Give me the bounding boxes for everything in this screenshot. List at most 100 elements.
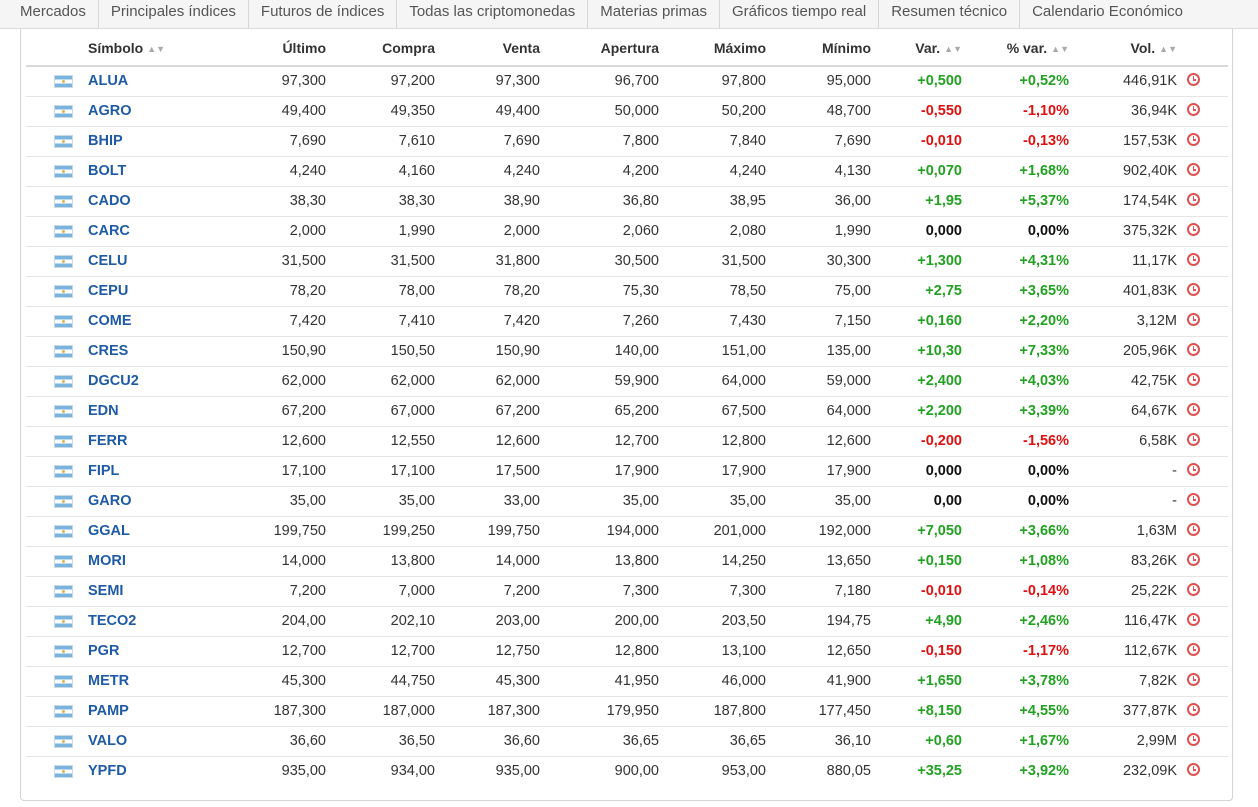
sort-arrows-icon[interactable]: ▲▼ [944, 44, 962, 54]
header-change[interactable]: Var. ▲▼ [871, 31, 962, 67]
clock-icon[interactable] [1187, 493, 1200, 506]
clock-icon[interactable] [1187, 733, 1200, 746]
cell-open: 96,700 [540, 66, 659, 97]
cell-change: +1,300 [871, 246, 962, 277]
symbol-link[interactable]: MORI [88, 553, 126, 569]
cell-bid: 202,10 [326, 606, 435, 637]
symbol-link[interactable]: VALO [88, 733, 128, 749]
cell-change: +1,95 [871, 186, 962, 217]
symbol-link[interactable]: TECO2 [88, 613, 137, 629]
symbol-link[interactable]: DGCU2 [88, 373, 139, 389]
nav-tab[interactable]: Todas las criptomonedas [397, 0, 589, 29]
flag-cell [26, 696, 88, 727]
cell-bid: 187,000 [326, 696, 435, 727]
cell-pct-change: -1,10% [962, 96, 1069, 127]
symbol-link[interactable]: CELU [88, 253, 128, 269]
symbol-link[interactable]: CADO [88, 193, 131, 209]
header-symbol-label: Símbolo [88, 40, 144, 56]
nav-tab[interactable]: Mercados [0, 0, 99, 29]
cell-change: +0,160 [871, 306, 962, 337]
cell-clock [1177, 486, 1228, 517]
symbol-link[interactable]: FIPL [88, 463, 120, 479]
nav-tab[interactable]: Resumen técnico [879, 0, 1021, 29]
header-pct-change[interactable]: % var. ▲▼ [962, 31, 1069, 67]
symbol-link[interactable]: GARO [88, 493, 132, 509]
clock-icon[interactable] [1187, 133, 1200, 146]
cell-clock [1177, 516, 1228, 547]
clock-icon[interactable] [1187, 253, 1200, 266]
cell-volume: 25,22K [1069, 576, 1177, 607]
symbol-link[interactable]: BHIP [88, 133, 123, 149]
flag-cell [26, 666, 88, 697]
cell-open: 36,65 [540, 726, 659, 757]
clock-icon[interactable] [1187, 523, 1200, 536]
clock-icon[interactable] [1187, 73, 1200, 87]
cell-symbol: CELU [88, 246, 200, 277]
symbol-link[interactable]: SEMI [88, 583, 124, 599]
clock-icon[interactable] [1187, 643, 1200, 656]
cell-clock [1177, 726, 1228, 757]
cell-bid: 12,550 [326, 426, 435, 457]
header-low: Mínimo [766, 31, 871, 67]
clock-icon[interactable] [1187, 673, 1200, 686]
clock-icon[interactable] [1187, 763, 1200, 777]
symbol-link[interactable]: AGRO [88, 103, 132, 119]
header-symbol[interactable]: Símbolo ▲▼ [88, 31, 200, 67]
symbol-link[interactable]: COME [88, 313, 132, 329]
clock-icon[interactable] [1187, 403, 1200, 416]
clock-icon[interactable] [1187, 343, 1200, 356]
cell-low: 4,130 [766, 156, 871, 187]
clock-icon[interactable] [1187, 193, 1200, 206]
nav-tab[interactable]: Principales índices [99, 0, 249, 29]
cell-ask: 67,200 [435, 396, 540, 427]
cell-symbol: CEPU [88, 276, 200, 307]
cell-clock [1177, 126, 1228, 157]
symbol-link[interactable]: PGR [88, 643, 120, 659]
symbol-link[interactable]: METR [88, 673, 130, 689]
symbol-link[interactable]: ALUA [88, 73, 129, 90]
cell-volume: 42,75K [1069, 366, 1177, 397]
nav-tab[interactable]: Calendario Económico [1032, 3, 1184, 20]
cell-open: 2,060 [540, 216, 659, 247]
clock-icon[interactable] [1187, 163, 1200, 176]
cell-symbol: CADO [88, 186, 200, 217]
symbol-link[interactable]: CEPU [88, 283, 129, 299]
cell-high: 7,840 [659, 126, 766, 157]
symbol-link[interactable]: CARC [88, 223, 130, 239]
cell-volume: 205,96K [1069, 336, 1177, 367]
nav-tab[interactable]: Futuros de índices [249, 0, 398, 29]
table-row: COME 7,420 7,410 7,420 7,260 7,430 7,150 +0,160… [26, 306, 1228, 337]
nav-tab[interactable]: Gráficos tiempo real [720, 0, 880, 29]
clock-icon[interactable] [1187, 583, 1200, 596]
clock-icon[interactable] [1187, 613, 1200, 626]
symbol-link[interactable]: YPFD [88, 763, 127, 780]
symbol-link[interactable]: BOLT [88, 163, 127, 179]
cell-pct-change: -0,14% [962, 576, 1069, 607]
cell-high: 17,900 [659, 456, 766, 487]
clock-icon[interactable] [1187, 223, 1200, 236]
clock-icon[interactable] [1187, 283, 1200, 296]
clock-icon[interactable] [1187, 463, 1200, 476]
sort-arrows-icon[interactable]: ▲▼ [1051, 44, 1069, 54]
flag-cell [26, 486, 88, 517]
sort-arrows-icon[interactable]: ▲▼ [1159, 44, 1177, 54]
header-volume[interactable]: Vol. ▲▼ [1069, 31, 1177, 67]
sort-arrows-icon[interactable]: ▲▼ [147, 44, 166, 54]
cell-symbol: METR [88, 666, 200, 697]
cell-clock [1177, 456, 1228, 487]
symbol-link[interactable]: CRES [88, 343, 129, 359]
symbol-link[interactable]: EDN [88, 403, 119, 419]
cell-open: 140,00 [540, 336, 659, 367]
symbol-link[interactable]: FERR [88, 433, 128, 449]
nav-tab[interactable]: Materias primas [588, 0, 720, 29]
symbol-link[interactable]: GGAL [88, 523, 130, 539]
clock-icon[interactable] [1187, 433, 1200, 446]
cell-last: 199,750 [200, 516, 326, 547]
cell-low: 59,000 [766, 366, 871, 397]
clock-icon[interactable] [1187, 553, 1200, 566]
clock-icon[interactable] [1187, 703, 1200, 716]
symbol-link[interactable]: PAMP [88, 703, 129, 719]
clock-icon[interactable] [1187, 103, 1200, 116]
clock-icon[interactable] [1187, 373, 1200, 386]
clock-icon[interactable] [1187, 313, 1200, 326]
